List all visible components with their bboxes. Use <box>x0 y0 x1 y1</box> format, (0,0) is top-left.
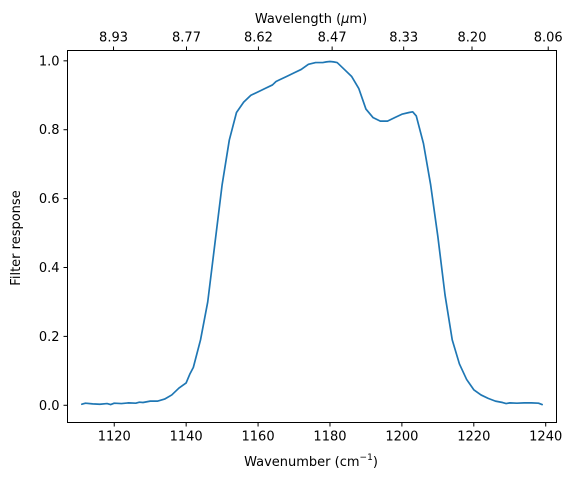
top-axis-title: Wavelength (μm) <box>255 12 367 27</box>
top-axis-ticks: 8.93 8.77 8.62 8.47 8.33 8.20 8.06 <box>99 31 563 51</box>
x-tick-label: 1200 <box>385 430 418 445</box>
x-tick-label: 1180 <box>313 430 346 445</box>
filter-response-line <box>81 60 543 406</box>
bottom-axis-ticks: 1120 1140 1160 1180 1200 1220 1240 <box>98 422 562 445</box>
x-tick-label: 1240 <box>529 430 562 445</box>
y-tick-label: 1.0 <box>39 54 60 69</box>
top-tick-label: 8.06 <box>534 31 563 46</box>
y-axis-title: Filter response <box>9 190 24 285</box>
x-tick-label: 1160 <box>242 430 275 445</box>
x-axis-title: Wavenumber (cm−1) <box>244 453 378 470</box>
y-tick-label: 0.2 <box>39 330 60 345</box>
top-tick-label: 8.33 <box>389 31 418 46</box>
plot-frame <box>67 50 557 423</box>
y-tick-label: 0.8 <box>39 123 60 138</box>
top-tick-label: 8.77 <box>172 31 201 46</box>
top-tick-label: 8.62 <box>244 31 273 46</box>
x-tick-label: 1120 <box>98 430 131 445</box>
y-tick-label: 0.6 <box>39 192 60 207</box>
y-tick-label: 0.0 <box>39 399 60 414</box>
y-tick-label: 0.4 <box>39 261 60 276</box>
x-tick-label: 1220 <box>457 430 490 445</box>
top-tick-label: 8.93 <box>99 31 128 46</box>
top-tick-label: 8.47 <box>318 31 347 46</box>
left-axis-ticks: 0.0 0.2 0.4 0.6 0.8 1.0 <box>39 54 68 414</box>
top-tick-label: 8.20 <box>458 31 487 46</box>
x-tick-label: 1140 <box>170 430 203 445</box>
